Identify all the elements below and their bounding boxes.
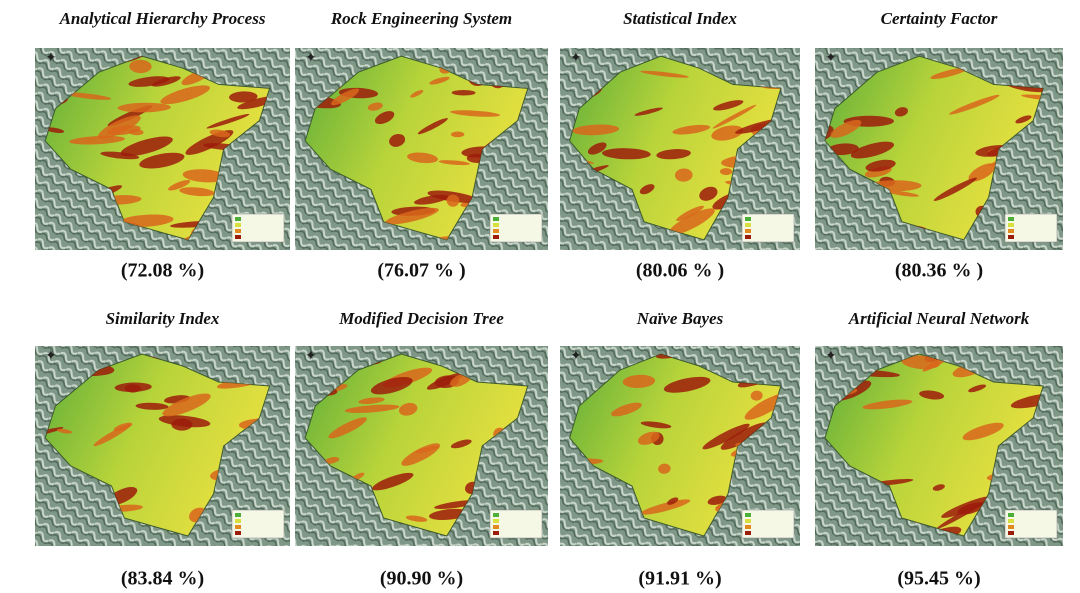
legend-swatch bbox=[745, 513, 751, 517]
legend-swatch bbox=[745, 235, 751, 239]
legend-swatch bbox=[493, 519, 499, 523]
legend-swatch bbox=[493, 531, 499, 535]
legend-swatch bbox=[235, 519, 241, 523]
legend-swatch bbox=[235, 217, 241, 221]
panel-accuracy: (80.06 % ) bbox=[636, 260, 724, 282]
panel-title: Similarity Index bbox=[106, 309, 220, 328]
panel-title: Certainty Factor bbox=[881, 9, 998, 28]
map-panel: Artificial Neural Network ✦ (95.45 %) bbox=[815, 309, 1077, 590]
page: {"panels": [ {"title": "Analytical Hiera… bbox=[0, 0, 1080, 593]
hazard-zone bbox=[451, 131, 464, 137]
legend-swatch bbox=[745, 229, 751, 233]
map-panel: Certainty Factor ✦ (80.36 % ) bbox=[803, 9, 1063, 282]
panel-accuracy: (76.07 % ) bbox=[377, 260, 465, 282]
legend-swatch bbox=[493, 223, 499, 227]
panel-title: Rock Engineering System bbox=[330, 9, 512, 28]
legend-swatch bbox=[1008, 531, 1014, 535]
map-panel: Modified Decision Tree ✦ (90.90 %) bbox=[282, 309, 554, 590]
legend-swatch bbox=[745, 217, 751, 221]
map-panel: Statistical Index ✦ (80.06 % ) bbox=[540, 9, 809, 282]
panel-title: Modified Decision Tree bbox=[338, 309, 504, 328]
legend-swatch bbox=[1008, 525, 1014, 529]
panel-accuracy: (91.91 %) bbox=[638, 568, 721, 590]
legend-swatch bbox=[493, 513, 499, 517]
panel-accuracy: (80.36 % ) bbox=[895, 260, 983, 282]
north-arrow: ✦ bbox=[305, 348, 317, 364]
map-panel: Rock Engineering System ✦ (76.07 % ) bbox=[270, 9, 565, 282]
north-arrow: ✦ bbox=[825, 50, 837, 66]
map-panel: Naïve Bayes ✦ (91.91 %) bbox=[560, 309, 810, 590]
panel-title: Analytical Hierarchy Process bbox=[59, 9, 266, 28]
legend-swatch bbox=[745, 525, 751, 529]
north-arrow: ✦ bbox=[45, 348, 57, 364]
legend-swatch bbox=[1008, 217, 1014, 221]
legend-swatch bbox=[745, 531, 751, 535]
panel-title: Artificial Neural Network bbox=[848, 309, 1030, 328]
legend-swatch bbox=[235, 525, 241, 529]
map-panel: Analytical Hierarchy Process ✦ (72.08 %) bbox=[23, 9, 304, 282]
legend-swatch bbox=[235, 229, 241, 233]
panel-title: Naïve Bayes bbox=[636, 309, 724, 328]
panel-accuracy: (72.08 %) bbox=[121, 260, 204, 282]
legend-swatch bbox=[745, 519, 751, 523]
legend-swatch bbox=[1008, 229, 1014, 233]
panel-accuracy: (95.45 %) bbox=[897, 568, 980, 590]
legend-swatch bbox=[235, 513, 241, 517]
north-arrow: ✦ bbox=[570, 50, 582, 66]
legend-swatch bbox=[1008, 513, 1014, 517]
legend-swatch bbox=[235, 531, 241, 535]
map-panel: Similarity Index ✦ (83.84 %) bbox=[19, 309, 305, 590]
legend-swatch bbox=[235, 235, 241, 239]
legend-swatch bbox=[493, 229, 499, 233]
legend-swatch bbox=[745, 223, 751, 227]
panel-accuracy: (90.90 %) bbox=[380, 568, 463, 590]
legend-swatch bbox=[1008, 519, 1014, 523]
legend-swatch bbox=[493, 217, 499, 221]
legend-swatch bbox=[1008, 235, 1014, 239]
north-arrow: ✦ bbox=[45, 50, 57, 66]
legend-swatch bbox=[1008, 223, 1014, 227]
north-arrow: ✦ bbox=[570, 348, 582, 364]
figure: Analytical Hierarchy Process ✦ (72.08 %) Ro… bbox=[0, 0, 1080, 593]
panel-title: Statistical Index bbox=[623, 9, 737, 28]
legend-swatch bbox=[235, 223, 241, 227]
north-arrow: ✦ bbox=[825, 348, 837, 364]
legend-swatch bbox=[493, 235, 499, 239]
legend-swatch bbox=[493, 525, 499, 529]
north-arrow: ✦ bbox=[305, 50, 317, 66]
panel-accuracy: (83.84 %) bbox=[121, 568, 204, 590]
